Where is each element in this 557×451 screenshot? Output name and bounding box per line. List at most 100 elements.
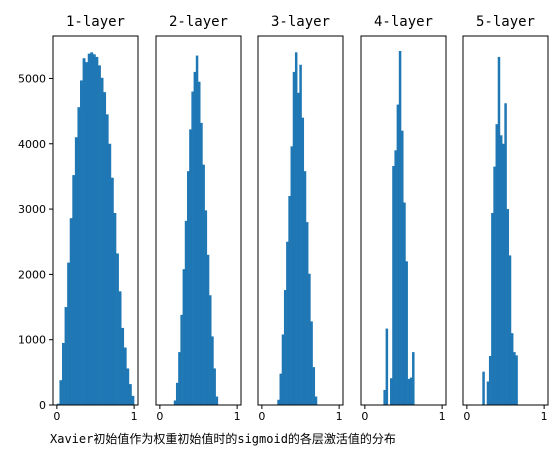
histogram-bar [98,65,101,405]
histogram-bar [191,91,194,405]
histogram-bar [74,137,78,406]
histogram-bar [116,253,119,405]
histogram-bar [398,51,402,406]
y-tick-label: 4000 [18,138,46,151]
histogram-bar [110,177,114,405]
histogram-bar [85,62,89,406]
x-tick-label: 0 [361,410,368,423]
histogram-bar [299,64,302,406]
x-tick-label: 1 [541,410,548,423]
histogram-bar [67,262,71,405]
histogram-bar [198,81,201,405]
histogram-bar [182,269,186,405]
histogram-bar [128,384,132,405]
histogram-bar [92,54,96,405]
histogram-bar [491,212,494,405]
histogram-bar [506,209,510,405]
histogram-bar [279,373,283,405]
histogram-bar [292,71,296,406]
histogram-bar [131,395,135,405]
subplot-2: 2-layer 0 1 [155,14,242,423]
histogram-bar [213,368,216,405]
axes-frame [462,35,549,406]
histogram-bar [294,52,298,405]
histogram-bar [412,352,415,405]
histogram-bar [202,164,205,405]
x-tick-label: 0 [258,410,265,423]
histogram-bar [392,165,395,405]
histogram-bar [288,196,291,405]
histogram-bar [283,290,287,405]
histogram-bar [173,400,177,405]
histogram-bar [493,166,496,405]
histogram-bar [72,175,76,405]
y-tick-label: 0 [39,399,46,412]
subplot-title: 1-layer [66,14,125,30]
histogram-bar [499,135,503,405]
x-tick-label: 1 [131,410,138,423]
histogram-bar [189,129,192,405]
y-tick-label: 3000 [18,203,46,216]
histogram-bar [396,104,400,405]
histogram-bar [211,336,214,405]
histogram-bar [90,52,94,405]
histogram-bar [308,273,311,405]
histogram-bar [407,378,411,405]
histogram-bar [56,403,60,405]
histogram-bar [103,92,107,406]
histogram-bar [121,327,125,405]
x-tick-label: 1 [234,410,241,423]
x-tick-label: 0 [463,410,470,423]
histogram-bar [113,212,117,405]
histogram-bar [303,171,307,405]
histogram-bar [297,92,300,405]
histogram-bar [108,143,112,405]
histogram-bar [64,307,68,405]
x-tick-label: 1 [336,410,343,423]
x-tick-label: 0 [156,410,163,423]
axes-frame [52,35,139,406]
histogram-bar [488,356,492,405]
histogram-bar [59,380,63,405]
histogram-bar [123,347,127,405]
histogram-bar [401,130,404,405]
histogram-bar [184,220,188,405]
histogram-bar [497,56,501,406]
histogram-bar [69,218,73,405]
histogram-bar [286,241,289,405]
subplot-4: 4-layer 0 1 [360,14,447,423]
figure-caption: Xavier初始值作为权重初始值时的sigmoid的各层激活值的分布 [50,431,396,446]
histogram-bar [105,114,109,406]
histogram-bar [390,378,393,405]
histogram-bar [193,71,197,406]
histogram-bar [62,342,65,405]
histogram-bar [515,355,518,405]
histogram-bar [510,333,514,405]
subplot-5: 5-layer 0 1 [462,14,549,423]
histogram-bar [513,352,516,405]
histogram-bar [508,255,512,405]
x-tick-label: 1 [439,410,446,423]
histogram-bar [87,53,91,405]
histogram-bar [502,143,505,405]
histogram-bar [312,367,316,405]
histogram-bar [482,371,485,405]
axes-frame [257,35,344,406]
histogram-bar [178,352,181,405]
histogram-bar [95,56,99,406]
histogram-bar [405,261,408,405]
axes-frame [360,35,447,406]
subplot-title: 4-layer [374,14,433,30]
histogram-bar [175,382,179,405]
histogram-bar [204,210,208,405]
subplot-1: 1-layer 0 1 0 1000 2000 3000 4000 5000 [18,14,139,423]
histogram-bar [281,334,285,405]
histogram-bar [310,321,313,405]
histogram-bar [504,103,507,406]
histogram-bar [495,124,499,406]
subplot-3: 3-layer 0 1 [257,14,344,423]
histogram-bar [394,150,397,405]
y-tick-label: 1000 [18,334,46,347]
histogram-bar [383,389,386,405]
